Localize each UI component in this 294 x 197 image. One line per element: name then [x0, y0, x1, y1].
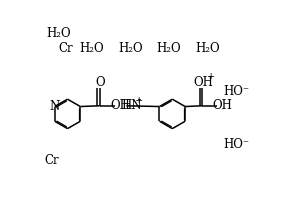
Text: Cr: Cr [45, 154, 59, 167]
Text: O: O [95, 76, 104, 89]
Text: +: + [135, 96, 143, 105]
Text: H₂O: H₂O [119, 42, 143, 55]
Text: OH: OH [110, 99, 130, 112]
Text: HO⁻: HO⁻ [224, 138, 250, 151]
Text: +: + [207, 72, 216, 81]
Text: HO⁻: HO⁻ [224, 85, 250, 98]
Text: N: N [50, 100, 60, 113]
Text: HN: HN [122, 99, 142, 112]
Text: H₂O: H₂O [195, 42, 220, 55]
Text: H₂O: H₂O [156, 42, 181, 55]
Text: OH: OH [193, 76, 213, 89]
Text: Cr: Cr [59, 42, 73, 55]
Text: H₂O: H₂O [46, 27, 71, 40]
Text: OH: OH [213, 99, 233, 112]
Text: H₂O: H₂O [79, 42, 103, 55]
